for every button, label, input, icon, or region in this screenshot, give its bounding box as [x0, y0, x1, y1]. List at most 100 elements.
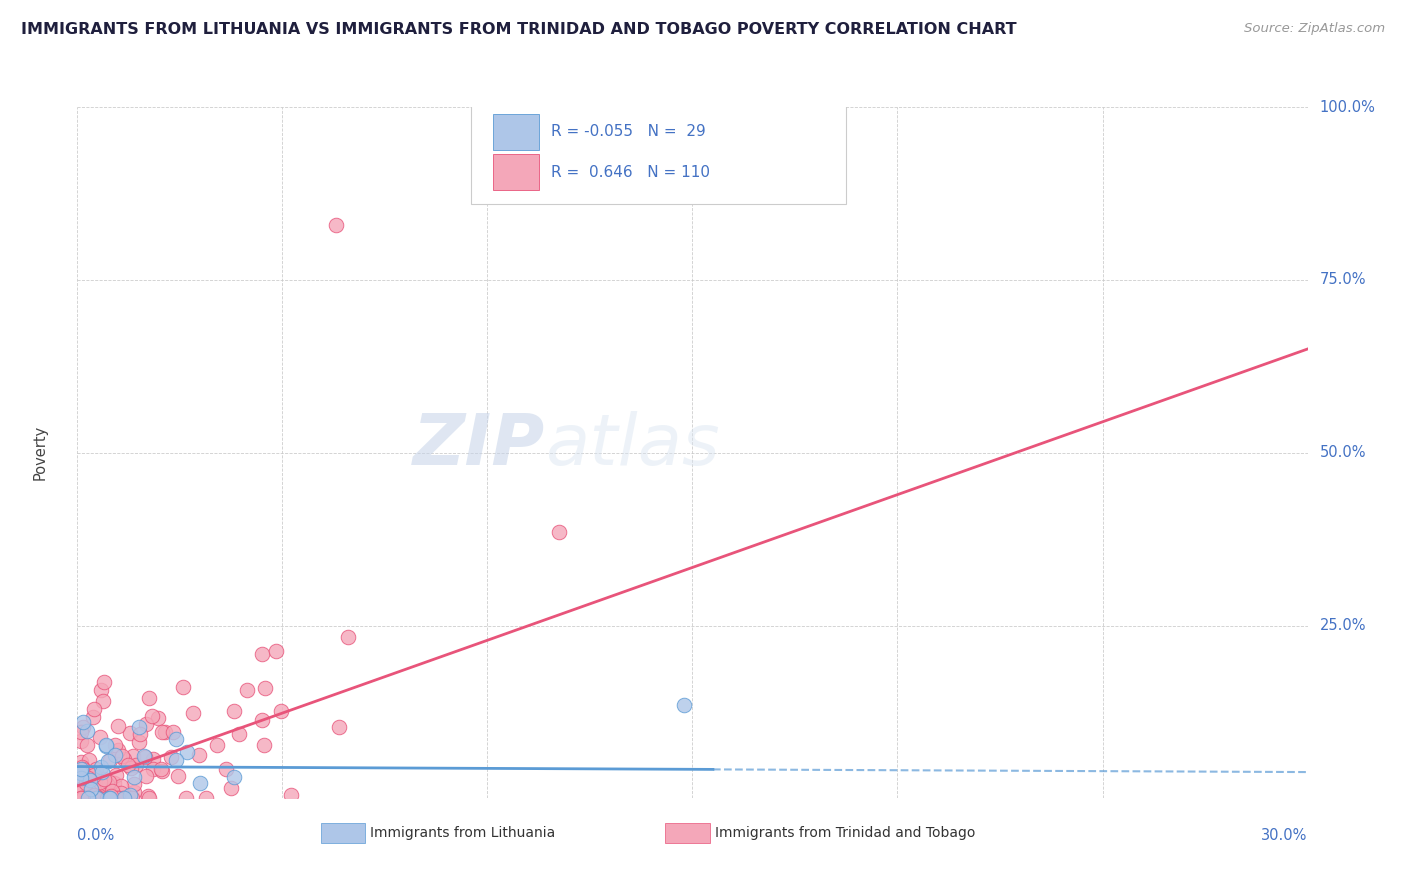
Text: R =  0.646   N = 110: R = 0.646 N = 110	[551, 164, 710, 179]
Point	[83, 768, 105, 782]
Point	[166, 769, 188, 783]
Point	[72, 791, 94, 805]
Point	[77, 791, 100, 805]
Text: Immigrants from Trinidad and Tobago: Immigrants from Trinidad and Tobago	[714, 826, 974, 840]
Point	[111, 749, 134, 764]
Point	[98, 775, 121, 789]
Point	[70, 791, 93, 805]
Point	[112, 752, 135, 766]
Text: Poverty: Poverty	[32, 425, 48, 480]
Point	[107, 718, 129, 732]
Point	[82, 709, 104, 723]
Point	[80, 781, 103, 796]
Point	[93, 780, 115, 794]
Text: Immigrants from Lithuania: Immigrants from Lithuania	[370, 826, 555, 840]
Point	[70, 760, 93, 774]
Point	[77, 753, 100, 767]
Point	[124, 785, 146, 799]
Point	[219, 781, 242, 796]
Point	[104, 748, 127, 763]
Point	[100, 784, 122, 798]
Point	[103, 776, 125, 790]
Point	[100, 753, 122, 767]
Point	[328, 719, 350, 733]
Point	[188, 776, 211, 790]
Point	[70, 755, 93, 769]
Text: 75.0%: 75.0%	[1320, 272, 1367, 287]
Point	[117, 758, 139, 772]
Point	[134, 750, 156, 764]
Point	[70, 773, 93, 788]
Point	[100, 781, 122, 796]
Point	[150, 724, 173, 739]
Point	[165, 753, 187, 767]
Point	[70, 782, 93, 797]
Point	[120, 761, 142, 775]
Point	[93, 783, 115, 797]
Point	[187, 747, 209, 762]
FancyBboxPatch shape	[494, 154, 538, 190]
Point	[270, 704, 292, 718]
Point	[93, 772, 115, 786]
Point	[111, 791, 134, 805]
Point	[141, 708, 163, 723]
Point	[89, 730, 111, 744]
Point	[280, 788, 302, 802]
Point	[125, 758, 148, 772]
Point	[128, 721, 150, 735]
Point	[79, 772, 101, 787]
Point	[83, 789, 105, 803]
Point	[138, 690, 160, 705]
Point	[75, 791, 97, 805]
FancyBboxPatch shape	[321, 822, 366, 843]
Point	[94, 738, 117, 752]
Point	[76, 738, 98, 752]
Point	[176, 745, 198, 759]
Point	[70, 791, 93, 805]
Point	[548, 524, 571, 539]
FancyBboxPatch shape	[665, 822, 710, 843]
Point	[87, 791, 110, 805]
Point	[222, 704, 245, 718]
Point	[162, 724, 184, 739]
Point	[337, 630, 360, 644]
Point	[325, 218, 347, 232]
Point	[84, 762, 107, 776]
Point	[110, 786, 132, 800]
Text: IMMIGRANTS FROM LITHUANIA VS IMMIGRANTS FROM TRINIDAD AND TOBAGO POVERTY CORRELA: IMMIGRANTS FROM LITHUANIA VS IMMIGRANTS …	[21, 22, 1017, 37]
Point	[128, 735, 150, 749]
Point	[118, 726, 141, 740]
Point	[205, 738, 228, 752]
Point	[135, 716, 157, 731]
Text: 25.0%: 25.0%	[1320, 618, 1367, 633]
Point	[96, 791, 118, 805]
Point	[122, 748, 145, 763]
Point	[73, 791, 96, 805]
Point	[76, 724, 98, 739]
Point	[673, 698, 696, 712]
Point	[152, 764, 174, 778]
Point	[90, 759, 112, 773]
Point	[153, 725, 176, 739]
Point	[181, 706, 204, 720]
Point	[107, 743, 129, 757]
Point	[250, 647, 273, 661]
Text: 50.0%: 50.0%	[1320, 445, 1367, 460]
Point	[76, 791, 98, 805]
Point	[98, 791, 121, 805]
Point	[84, 791, 107, 805]
Text: 100.0%: 100.0%	[1320, 100, 1375, 114]
Point	[165, 732, 187, 747]
Point	[138, 791, 160, 805]
Point	[129, 727, 152, 741]
Point	[104, 768, 127, 782]
Point	[142, 752, 165, 766]
Point	[132, 749, 155, 764]
Point	[124, 777, 146, 791]
Point	[100, 791, 122, 805]
Point	[114, 791, 136, 805]
Point	[70, 791, 93, 805]
Point	[70, 785, 93, 799]
Point	[236, 682, 259, 697]
Point	[214, 762, 236, 776]
